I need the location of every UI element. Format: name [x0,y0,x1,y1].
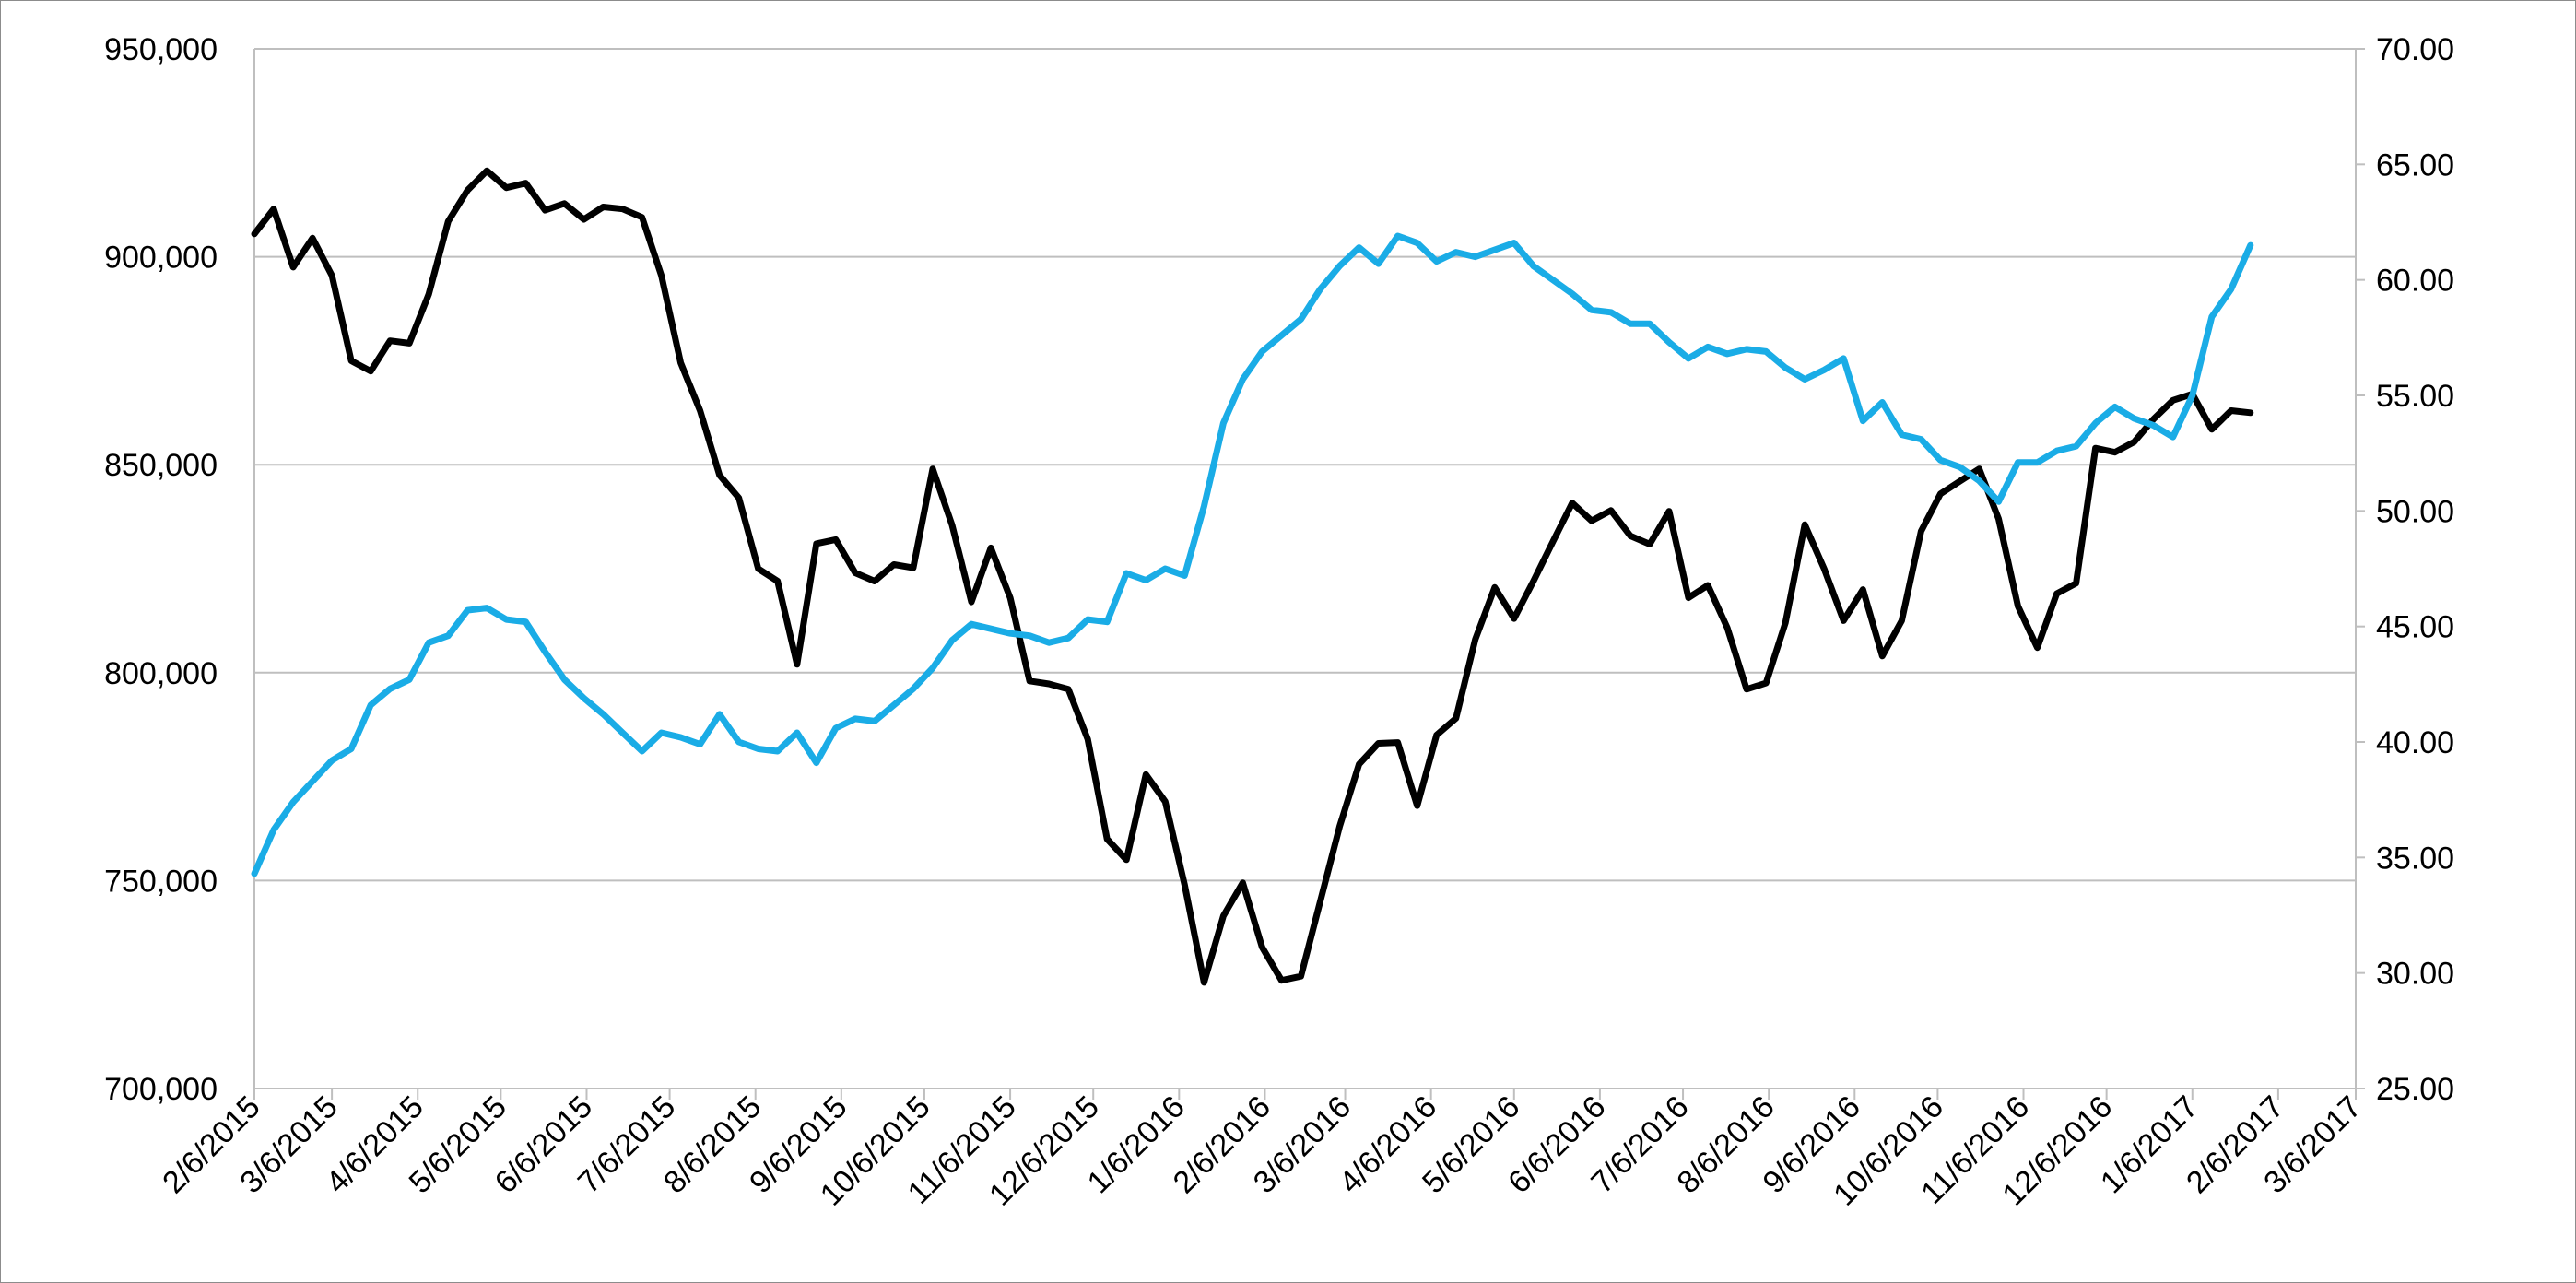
right-tick-label: 60.00 [2376,264,2454,299]
right-y-axis-ticks: 25.00 30.00 35.00 40.00 45.00 50.00 55.00 60.00… [2356,32,2454,1107]
right-tick-label: 65.00 [2376,147,2454,182]
series-line-right-axis [251,232,2254,877]
gridlines [254,48,2356,882]
left-tick-label: 950,000 [104,32,218,67]
left-y-axis-ticks: 700,000 750,000 800,000 850,000 900,000 950,0… [104,32,218,1107]
x-axis-ticks: 2/6/20153/6/20154/6/20155/6/20156/6/2015… [156,1089,2369,1213]
axes [253,49,2357,1089]
right-tick-label: 30.00 [2376,957,2454,992]
right-tick-label: 35.00 [2376,841,2454,876]
right-tick-label: 45.00 [2376,610,2454,645]
left-tick-label: 800,000 [104,656,218,691]
right-tick-label: 70.00 [2376,32,2454,67]
right-tick-label: 55.00 [2376,379,2454,414]
left-tick-label: 700,000 [104,1072,218,1107]
right-tick-label: 50.00 [2376,494,2454,529]
series-line-left-axis [251,167,2254,986]
right-tick-label: 25.00 [2376,1072,2454,1107]
left-tick-label: 750,000 [104,864,218,899]
left-tick-label: 900,000 [104,241,218,276]
left-tick-label: 850,000 [104,448,218,483]
right-tick-label: 40.00 [2376,725,2454,760]
series-lines [251,167,2254,986]
